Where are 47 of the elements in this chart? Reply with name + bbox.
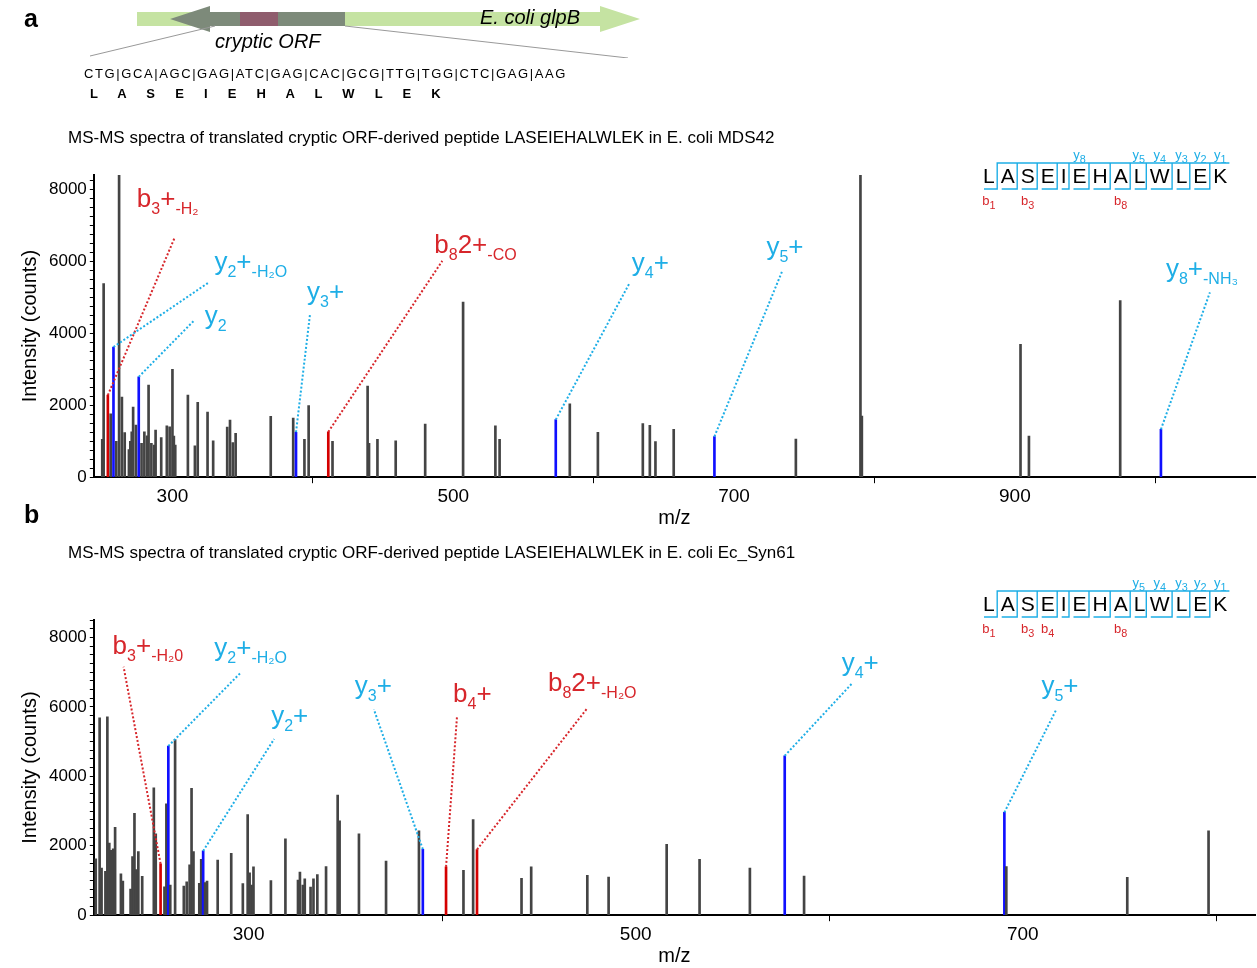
x-tick-label: 500 (619, 922, 652, 944)
annotation: b$_{4}$ (1041, 621, 1055, 639)
text: y$_{4}$ (1153, 575, 1166, 593)
text: y$_{5}$ (1132, 575, 1146, 593)
text: y$_{1}$ (1214, 575, 1227, 593)
annotation: b$_{1}$ (982, 621, 996, 639)
text: y$_{8}$ (1073, 147, 1086, 165)
x-axis-title: m/z (658, 505, 691, 528)
text: y$_{1}$ (1214, 147, 1227, 165)
x-tick-label: 700 (718, 484, 750, 506)
y-axis-title: Intensity (counts) (17, 249, 40, 403)
text: a (24, 4, 38, 33)
x-tick-label: 300 (232, 922, 265, 944)
x-axis-title: m/z (658, 943, 691, 966)
x-tick-label: 700 (1006, 922, 1039, 944)
chart-title: MS-MS spectra of translated cryptic ORF-derived peptide LASEIEHALWLEK in E. coli Ec_Syn61 (68, 543, 796, 563)
annotation: b$_{3}$ (1021, 621, 1035, 639)
annotation: b$_{1}$ (982, 193, 996, 211)
y-tick-label: 2000 (48, 394, 87, 414)
annotation: b$_{8}$ (1114, 621, 1128, 639)
text: y$_{3}$ (1175, 575, 1188, 593)
text: y$_{2}$ (1194, 575, 1207, 593)
annotation: b$_{8}$ (1114, 193, 1128, 211)
text: b (24, 500, 40, 529)
x-tick-label: 300 (156, 484, 189, 506)
y-tick-label: 4000 (48, 322, 87, 342)
chart-title: MS-MS spectra of translated cryptic ORF-derived peptide LASEIEHALWLEK in E. coli MDS42 (68, 128, 775, 148)
y-tick-label: 0 (77, 904, 87, 924)
y-tick-label: 4000 (48, 765, 87, 785)
y-tick-label: 2000 (48, 835, 87, 855)
y-tick-label: 8000 (48, 627, 87, 647)
y-axis-title: Intensity (counts) (17, 691, 40, 844)
x-tick-label: 900 (999, 484, 1031, 506)
text: y$_{2}$ (1194, 147, 1207, 165)
text: CTG|GCA|AGC|GAG|ATC|GAG|CAC|GCG|TTG|TGG|CTC|GAG|AAG (84, 66, 568, 81)
y-tick-label: 6000 (48, 251, 87, 271)
text: E. coli glpB (480, 6, 581, 29)
x-tick-label: 500 (437, 484, 470, 506)
text: cryptic ORF (215, 30, 321, 53)
text: L A S E I E H A L W L E K (90, 86, 441, 101)
text: y$_{5}$ (1132, 147, 1146, 165)
text: y$_{3}$ (1175, 147, 1188, 165)
y-tick-label: 8000 (48, 179, 87, 199)
annotation: b$_{3}$ (1021, 193, 1035, 211)
y-tick-label: 6000 (48, 696, 87, 716)
y-tick-label: 0 (77, 466, 87, 486)
text: y$_{4}$ (1153, 147, 1166, 165)
